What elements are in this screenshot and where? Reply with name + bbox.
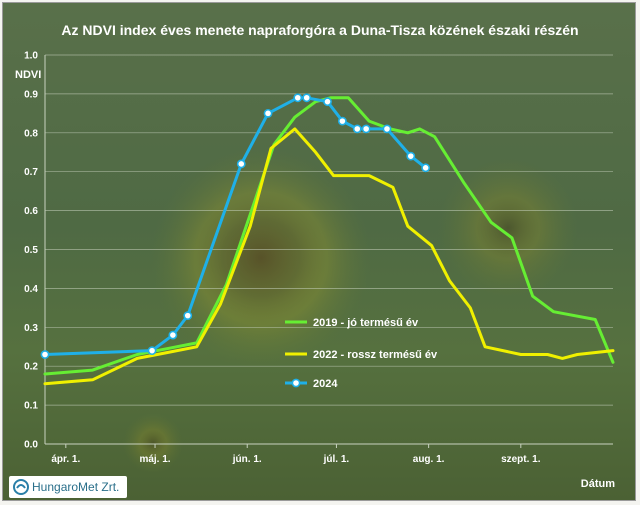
series-point: [168, 330, 178, 340]
series-point: [323, 97, 332, 107]
series-point: [293, 93, 303, 103]
series-line-1: [43, 127, 615, 386]
series-point: [263, 108, 273, 118]
hungaromet-logo: HungaroMet Zrt.: [9, 476, 127, 498]
x-axis-label: Dátum: [581, 478, 615, 490]
series-point: [236, 159, 246, 169]
y-tick-label: 0.2: [24, 362, 38, 373]
series-group: [40, 93, 615, 386]
chart-title: Az NDVI index éves menete napraforgóra a…: [61, 22, 578, 38]
y-tick-labels: 0.0 0.1 0.2 0.3 0.4 0.5 0.6 0.7 0.8 0.9 1.0: [24, 51, 38, 451]
y-tick-label: 0.1: [24, 401, 38, 412]
series-line-0: [43, 96, 615, 376]
legend-marker: [291, 378, 301, 388]
series-point: [352, 124, 362, 134]
y-tick-label: 0.0: [24, 440, 38, 451]
y-tick-label: 0.3: [24, 323, 38, 334]
grid: [44, 54, 613, 448]
background-photo: [123, 148, 578, 473]
x-tick-label: ápr. 1.: [51, 454, 80, 465]
y-tick-label: 0.8: [24, 128, 38, 139]
y-tick-label: 0.4: [24, 284, 38, 295]
series-point: [406, 151, 416, 161]
series-point: [361, 124, 371, 134]
y-tick-label: 0.7: [24, 167, 38, 178]
x-tick-labels: ápr. 1. máj. 1. jún. 1. júl. 1. aug. 1. szept…: [51, 454, 540, 465]
y-axis-label: NDVI: [15, 69, 41, 81]
y-tick-label: 1.0: [24, 51, 38, 62]
series-point: [183, 311, 193, 321]
x-tick-label: jún. 1.: [232, 454, 262, 465]
y-tick-label: 0.5: [24, 245, 38, 256]
y-tick-label: 0.9: [24, 89, 38, 100]
x-tick-label: máj. 1.: [139, 454, 170, 465]
x-tick-label: aug. 1.: [413, 454, 445, 465]
legend-label: 2024: [313, 378, 338, 390]
legend-label: 2022 - rossz termésű év: [313, 349, 438, 361]
y-tick-label: 0.6: [24, 206, 38, 217]
chart-svg: Az NDVI index éves menete napraforgóra a…: [15, 22, 615, 490]
series-point: [421, 163, 431, 173]
chart-frame: Az NDVI index éves menete napraforgóra a…: [2, 2, 636, 501]
hungaromet-logo-icon: [13, 479, 29, 495]
x-tick-label: júl. 1.: [323, 454, 350, 465]
legend-label: 2019 - jó termésű év: [313, 317, 419, 329]
series-point: [382, 124, 392, 134]
series-point: [147, 346, 157, 356]
x-tick-label: szept. 1.: [501, 454, 541, 465]
series-point: [302, 93, 312, 103]
logo-text: HungaroMet Zrt.: [32, 480, 120, 494]
series-point: [40, 350, 50, 359]
series-point: [337, 116, 347, 126]
legend: 2019 - jó termésű év 2022 - rossz termésű…: [285, 317, 438, 390]
